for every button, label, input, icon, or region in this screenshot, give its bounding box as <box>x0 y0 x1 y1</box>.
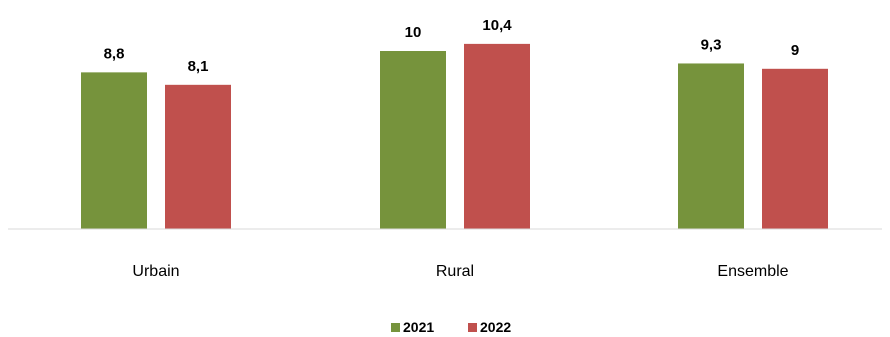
category-label-ensemble: Ensemble <box>717 263 788 280</box>
bar-2021-rural <box>380 51 446 229</box>
bar-2022-rural <box>464 43 530 229</box>
legend-label-2021: 2021 <box>403 319 434 335</box>
data-label-2022-ensemble: 9 <box>791 42 799 59</box>
bar-2021-ensemble <box>678 63 744 230</box>
legend-swatch-2021 <box>391 323 400 332</box>
legend-swatch-2022 <box>468 323 477 332</box>
data-label-2021-urbain: 8,8 <box>104 45 125 62</box>
category-label-urbain: Urbain <box>132 263 179 280</box>
category-label-rural: Rural <box>436 263 474 280</box>
bar-2022-ensemble <box>762 68 828 229</box>
bar-2022-urbain <box>165 84 231 229</box>
data-label-2022-rural: 10,4 <box>482 17 512 34</box>
data-label-2021-rural: 10 <box>405 24 422 41</box>
data-label-2022-urbain: 8,1 <box>188 58 209 75</box>
bars-layer: 8,8 8,1 10 10,4 9,3 9 <box>81 17 828 230</box>
legend: 2021 2022 <box>391 319 511 335</box>
category-labels: Urbain Rural Ensemble <box>132 263 788 280</box>
legend-label-2022: 2022 <box>480 319 511 335</box>
bar-2021-urbain <box>81 72 147 229</box>
data-label-2021-ensemble: 9,3 <box>701 36 722 53</box>
